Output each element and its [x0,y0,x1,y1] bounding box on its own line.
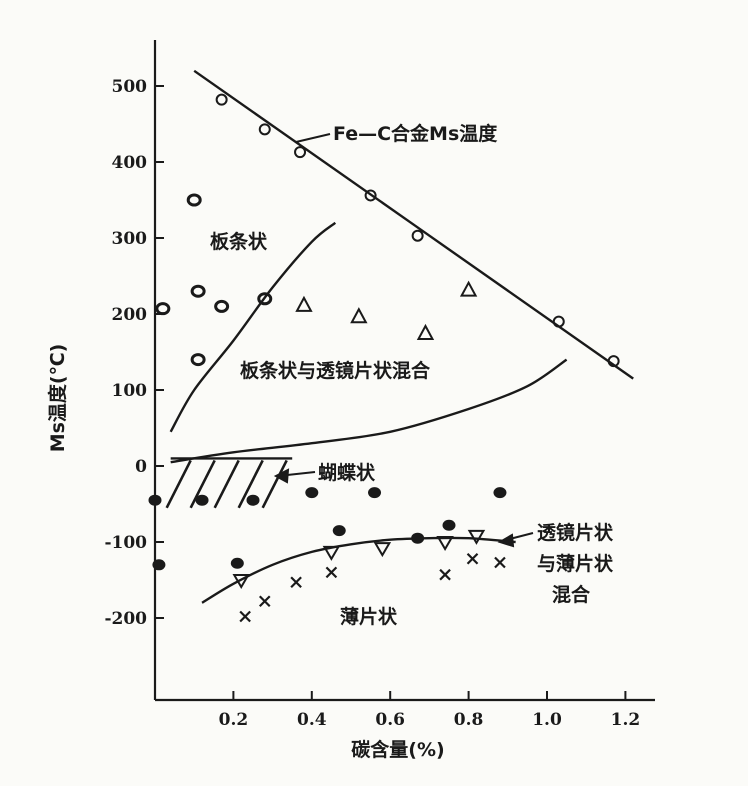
annotation-lath: 板条状 [210,230,268,253]
y-tick-label: 500 [112,77,148,97]
point-filled-circle [230,557,244,569]
point-triangle-down [232,574,250,589]
cross-stroke [239,610,251,623]
curve-mixed-boundary [170,358,568,464]
point-filled-circle [195,494,209,506]
point-open-circle [411,229,424,242]
x-tick-label: 0.6 [375,710,405,730]
annotation-mixed: 板条状与透镜片状混合 [240,359,431,382]
cross-stroke [325,566,338,579]
curves [169,69,634,604]
point-open-circle [607,355,620,368]
point-open-circle [190,284,206,298]
cross-stroke [494,556,506,569]
point-filled-circle [246,494,260,506]
point-open-circle [257,292,273,306]
x-tick-label: 0.2 [219,710,249,730]
point-open-circle [215,93,228,106]
point-cross [258,595,271,608]
point-filled-circle [442,519,456,531]
point-filled-circle [305,487,319,499]
x-tick-label: 0.8 [454,710,484,730]
y-tick-label: 100 [112,381,148,401]
annotation-arrows [273,133,534,548]
point-cross [290,576,302,589]
annotation-lens-plate-line2: 与薄片状 [537,552,614,575]
annotation-lens-plate-line3: 混合 [552,583,591,606]
point-triangle-down [322,545,341,561]
cross-stroke [258,595,271,608]
point-cross [239,610,251,623]
point-triangle-down [373,542,392,558]
point-filled-circle [332,525,346,537]
y-tick-label: 200 [112,305,148,325]
y-tick-label: 0 [135,457,147,477]
data-markers [148,93,620,623]
annotation-butterfly: 蝴蝶状 [318,461,376,484]
cross-stroke [466,552,479,565]
point-cross [439,568,451,581]
point-filled-circle [411,532,425,544]
butterfly-arrowhead [273,468,290,484]
x-tick-label: 1.0 [532,710,562,730]
ms-label-leader [295,133,331,143]
point-open-circle [552,315,565,328]
hatch-line [189,459,216,509]
point-open-circle [186,193,202,207]
point-triangle [295,295,313,312]
point-triangle [350,307,368,324]
point-triangle-down [436,536,454,551]
annotation-lens-plate-line1: 透镜片状 [537,521,614,544]
curve-lath-boundary [169,221,337,433]
axes [153,40,655,702]
tick-labels: 500 400 300 200 100 0 -100 -200 0.2 0.4 0.6 0.8 1.0 1… [104,77,640,730]
point-cross [494,556,506,569]
y-tick-label: -200 [104,609,147,629]
lens-plate-arrowhead [497,533,515,548]
hatch-line [213,459,240,509]
point-open-circle [214,299,230,313]
point-open-circle [258,123,271,136]
point-triangle [416,323,435,340]
y-axis-title: Ms温度(℃) [46,344,69,453]
point-open-circle [294,146,307,159]
point-cross [325,566,338,579]
hatch-line [237,459,264,509]
point-triangle [459,280,478,297]
x-tick-label: 1.2 [611,710,641,730]
cross-stroke [290,576,302,589]
hatch-line [261,459,288,509]
point-cross [466,552,479,565]
x-tick-label: 0.4 [297,710,327,730]
annotation-ms-line: Fe—C合金Ms温度 [333,122,498,145]
cross-stroke [439,568,451,581]
curve-ms-line [193,69,634,380]
y-tick-label: -100 [104,533,147,553]
x-axis-title: 碳含量(%) [351,738,444,761]
hatch-line [165,459,192,509]
annotation-plate: 薄片状 [340,605,398,628]
point-triangle-down [467,529,486,545]
y-tick-label: 400 [112,153,148,173]
point-open-circle [190,353,206,367]
butterfly-region [165,457,293,509]
point-open-circle [364,189,377,202]
point-open-circle [155,302,171,316]
point-filled-circle [493,487,507,499]
curve-plate-boundary [201,536,516,604]
point-filled-circle [368,487,382,499]
y-tick-label: 300 [112,229,148,249]
